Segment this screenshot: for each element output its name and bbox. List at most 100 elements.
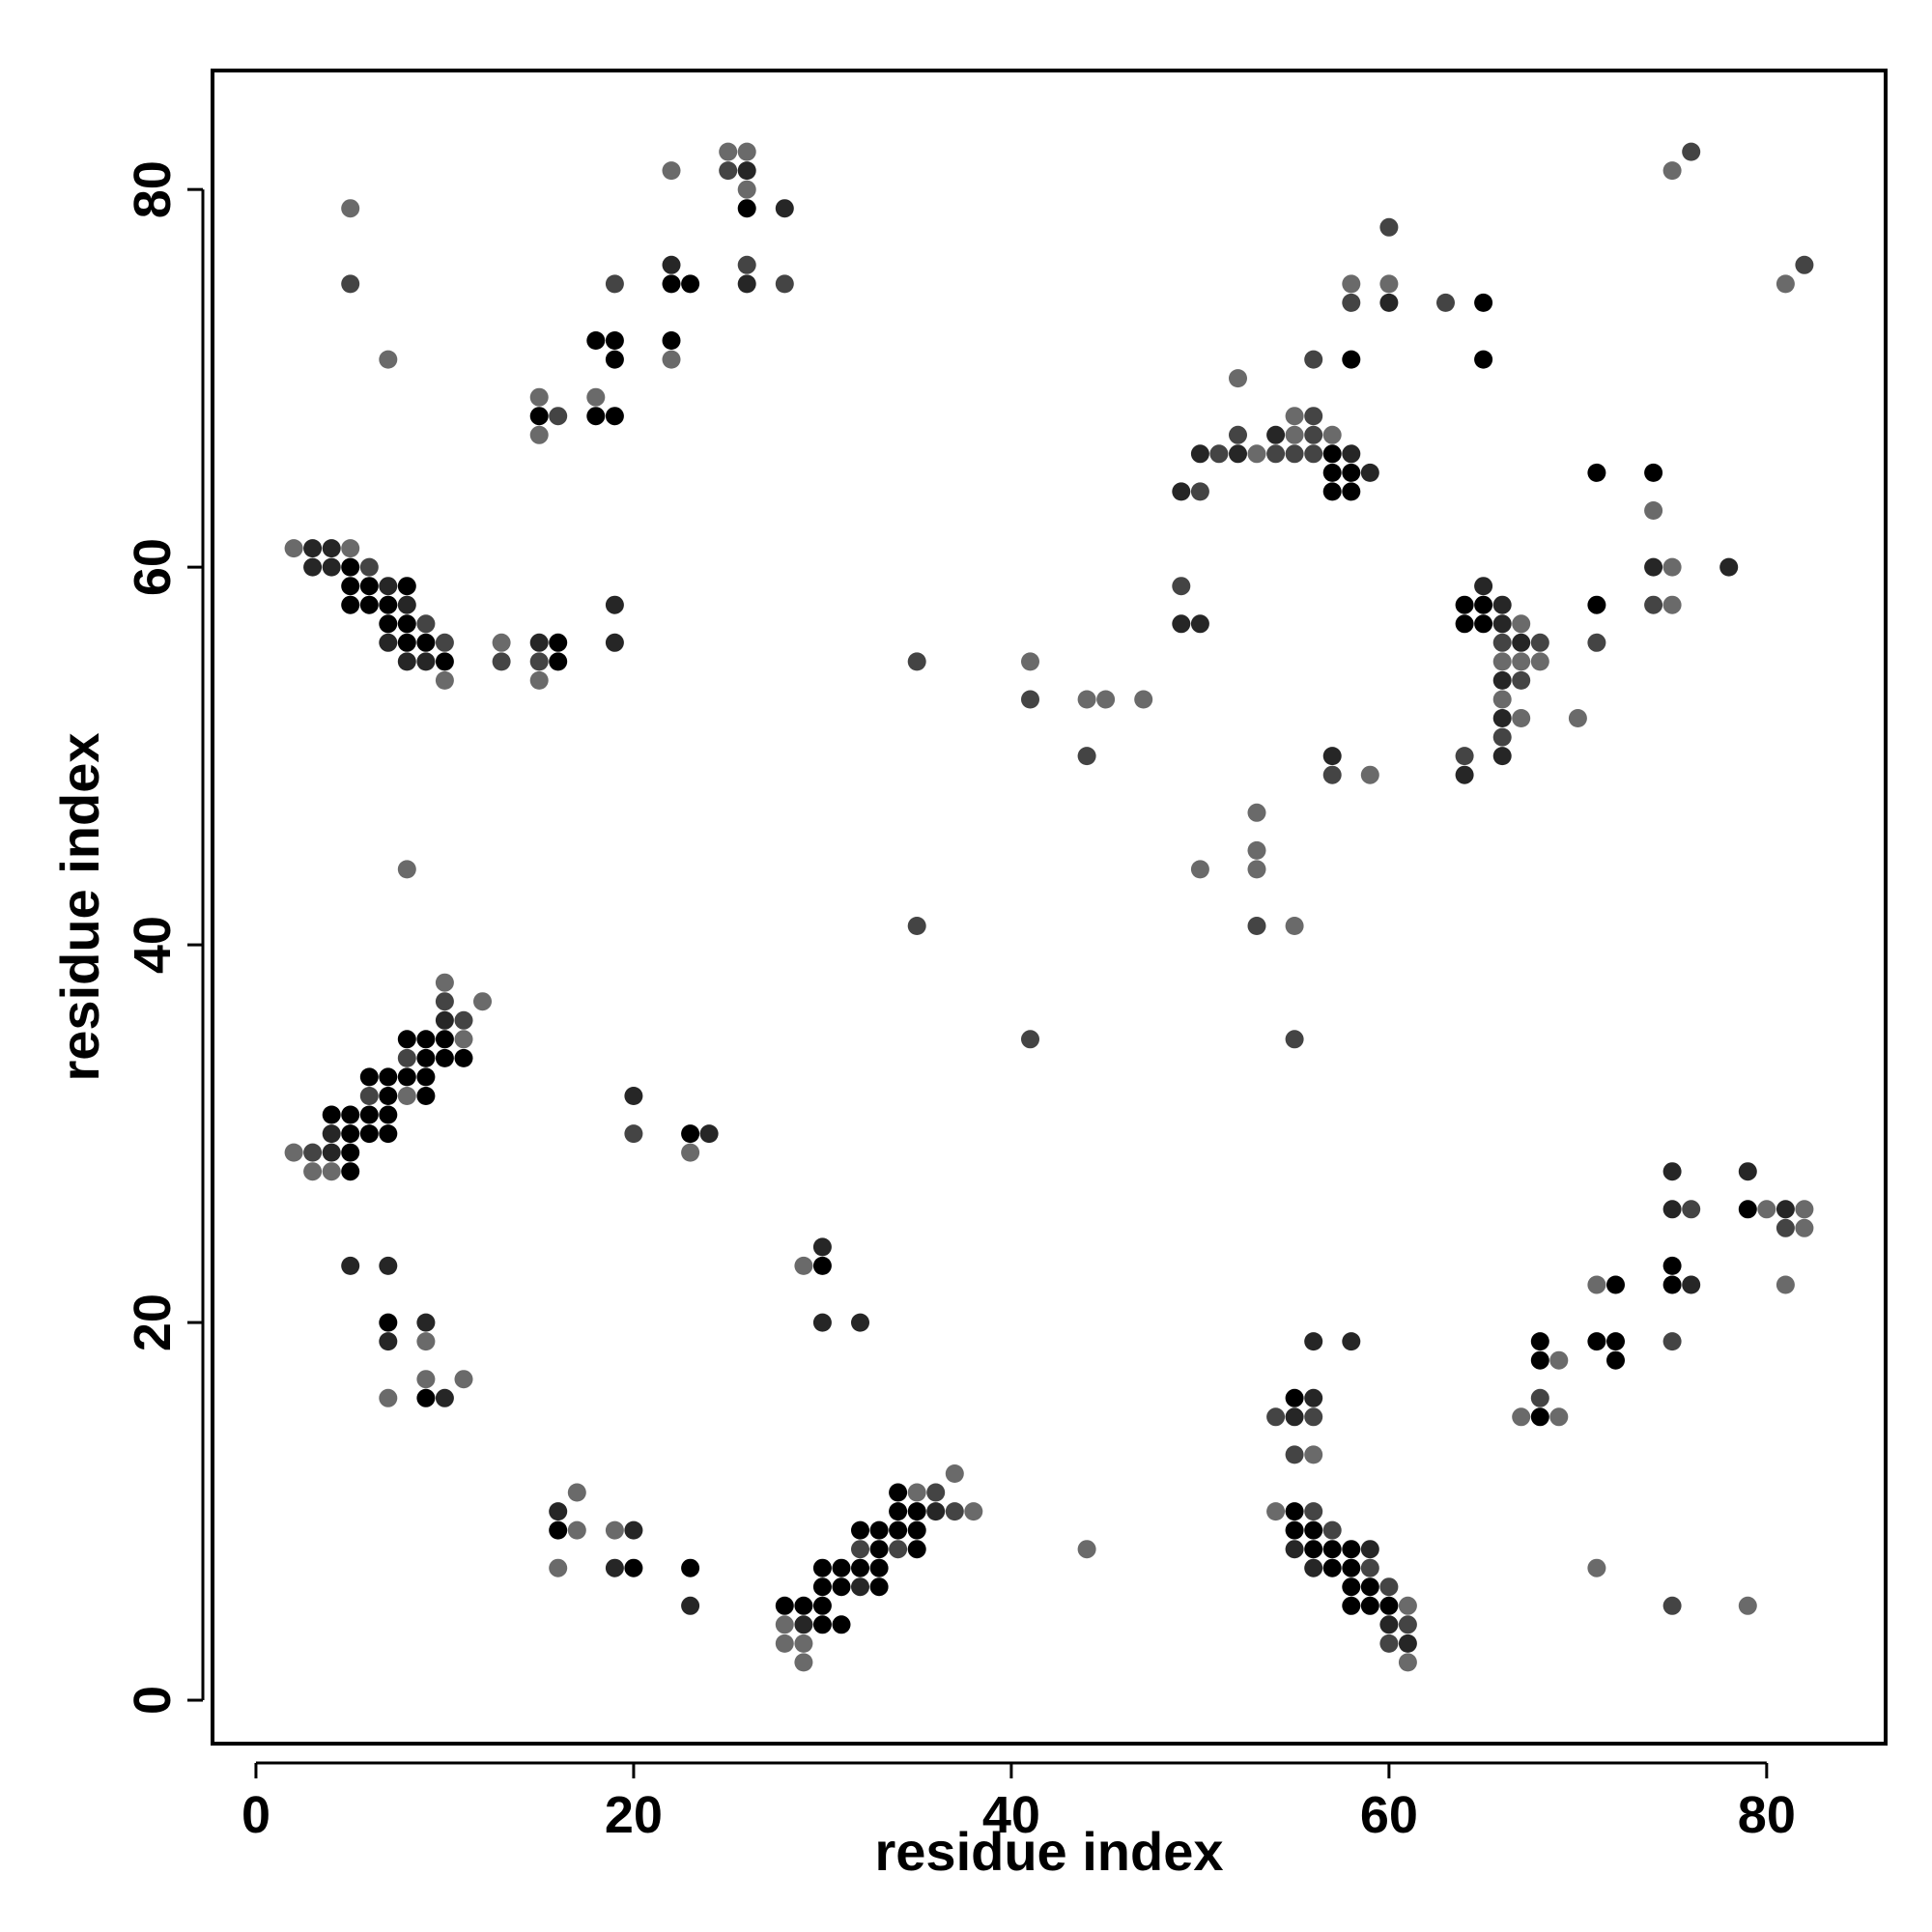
contact-point-52 xyxy=(662,274,681,294)
contact-point-177 xyxy=(1134,690,1153,709)
data-points xyxy=(284,142,1814,1672)
contact-point-286 xyxy=(1322,1558,1342,1577)
contact-point-260 xyxy=(1719,557,1739,577)
contact-point-6 xyxy=(341,557,360,577)
contact-point-238 xyxy=(1492,652,1512,671)
contact-point-174 xyxy=(1021,1030,1039,1049)
contact-point-226 xyxy=(1360,765,1379,784)
contact-point-271 xyxy=(1304,1445,1323,1464)
contact-point-243 xyxy=(1492,690,1512,709)
contact-point-148 xyxy=(812,1577,832,1597)
contact-point-204 xyxy=(1304,407,1323,426)
contact-point-151 xyxy=(869,1577,889,1597)
contact-point-134 xyxy=(681,1596,700,1615)
contact-point-127 xyxy=(567,1520,586,1540)
contact-point-190 xyxy=(1209,444,1229,464)
contact-point-105 xyxy=(681,1124,700,1144)
contact-point-90 xyxy=(359,1105,379,1124)
contact-point-65 xyxy=(775,274,794,294)
contact-point-293 xyxy=(1360,1596,1379,1615)
contact-point-147 xyxy=(851,1558,869,1577)
contact-point-308 xyxy=(1587,1275,1606,1294)
contact-point-329 xyxy=(1776,1275,1795,1294)
contact-point-180 xyxy=(1190,860,1209,879)
contact-point-222 xyxy=(1474,293,1493,312)
contact-point-129 xyxy=(624,1520,643,1540)
x-tick-label-0: 0 xyxy=(242,1786,270,1844)
contact-point-94 xyxy=(359,1124,379,1144)
contact-point-17 xyxy=(397,614,416,634)
contact-point-280 xyxy=(1285,1540,1304,1559)
contact-point-229 xyxy=(1474,595,1493,614)
contact-point-320 xyxy=(1662,1332,1682,1351)
contact-point-7 xyxy=(359,557,379,577)
contact-point-179 xyxy=(1077,1540,1096,1559)
contact-point-99 xyxy=(341,1143,360,1162)
contact-point-136 xyxy=(794,1596,813,1615)
contact-point-146 xyxy=(832,1558,851,1577)
contact-point-310 xyxy=(1587,1332,1606,1351)
contact-point-244 xyxy=(1492,709,1512,727)
contact-point-156 xyxy=(851,1520,869,1540)
x-tick-label-2: 40 xyxy=(982,1786,1040,1844)
contact-point-9 xyxy=(359,577,379,596)
contact-point-11 xyxy=(397,577,416,596)
contact-point-15 xyxy=(397,595,416,614)
contact-point-175 xyxy=(1077,690,1096,709)
contact-point-230 xyxy=(1492,595,1512,614)
contact-point-206 xyxy=(1342,463,1361,482)
contact-point-40 xyxy=(529,407,549,426)
contact-point-36 xyxy=(341,199,360,218)
contact-point-265 xyxy=(1266,1407,1286,1427)
contact-point-221 xyxy=(1436,293,1455,312)
contact-point-63 xyxy=(737,255,756,274)
contact-point-302 xyxy=(1530,1388,1549,1407)
contact-point-125 xyxy=(567,1483,586,1502)
contact-point-143 xyxy=(794,1634,813,1653)
contact-point-123 xyxy=(851,1313,869,1332)
contact-point-309 xyxy=(1606,1275,1625,1294)
contact-point-113 xyxy=(416,1332,436,1351)
contact-point-100 xyxy=(303,1162,323,1181)
contact-point-161 xyxy=(889,1502,908,1521)
y-tick-label-0: 0 xyxy=(124,1686,182,1715)
contact-point-44 xyxy=(605,331,624,350)
contact-point-0 xyxy=(284,539,303,558)
contact-point-23 xyxy=(397,652,416,671)
x-tick-label-1: 20 xyxy=(605,1786,663,1844)
contact-point-176 xyxy=(1096,690,1116,709)
contact-point-80 xyxy=(359,1067,379,1087)
contact-point-270 xyxy=(1285,1445,1304,1464)
contact-point-153 xyxy=(869,1540,889,1559)
contact-point-14 xyxy=(379,595,398,614)
contact-point-28 xyxy=(492,652,511,671)
contact-point-254 xyxy=(1644,463,1663,482)
contact-point-157 xyxy=(869,1520,889,1540)
contact-point-101 xyxy=(322,1162,341,1181)
contact-point-200 xyxy=(1304,444,1323,464)
contact-point-124 xyxy=(549,1502,568,1521)
contact-point-139 xyxy=(794,1615,813,1634)
contact-point-38 xyxy=(379,350,398,369)
contact-point-214 xyxy=(1304,350,1323,369)
contact-point-239 xyxy=(1512,652,1531,671)
contact-point-205 xyxy=(1322,463,1342,482)
contact-point-137 xyxy=(812,1596,832,1615)
contact-point-50 xyxy=(662,161,681,181)
contact-point-304 xyxy=(1549,1407,1569,1427)
contact-point-79 xyxy=(454,1048,473,1067)
contact-point-227 xyxy=(1455,595,1474,614)
contact-point-257 xyxy=(1662,557,1682,577)
contact-point-300 xyxy=(1398,1653,1417,1672)
contact-point-250 xyxy=(1568,709,1587,727)
contact-point-66 xyxy=(397,860,416,879)
contact-point-245 xyxy=(1512,709,1531,727)
contact-point-199 xyxy=(1285,444,1304,464)
contact-point-196 xyxy=(1285,425,1304,444)
contact-point-149 xyxy=(832,1577,851,1597)
contact-point-103 xyxy=(624,1087,643,1105)
contact-point-144 xyxy=(794,1653,813,1672)
contact-point-264 xyxy=(1795,255,1814,274)
contact-point-135 xyxy=(775,1596,794,1615)
